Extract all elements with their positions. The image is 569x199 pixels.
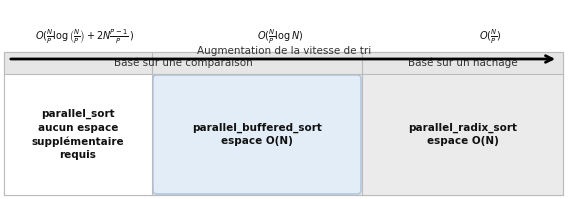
Text: $O(\frac{N}{P})$: $O(\frac{N}{P})$: [479, 28, 501, 46]
Text: $O(\frac{N}{P}\log N)$: $O(\frac{N}{P}\log N)$: [257, 28, 303, 46]
Text: Basé sur un hachage: Basé sur un hachage: [407, 58, 517, 68]
Text: Augmentation de la vitesse de tri: Augmentation de la vitesse de tri: [197, 46, 371, 56]
FancyBboxPatch shape: [153, 75, 361, 194]
Bar: [4, 52, 563, 195]
Text: parallel_radix_sort
espace O(N): parallel_radix_sort espace O(N): [408, 123, 517, 146]
Bar: [4, 74, 152, 195]
Bar: [4, 52, 563, 74]
Text: $O(\frac{N}{P}\log\left(\frac{N}{P}\right)+2N\frac{P-1}{P}\,)$: $O(\frac{N}{P}\log\left(\frac{N}{P}\righ…: [35, 28, 135, 46]
Text: parallel_buffered_sort
espace O(N): parallel_buffered_sort espace O(N): [192, 123, 322, 146]
Text: parallel_sort
aucun espace
supplémentaire
requis: parallel_sort aucun espace supplémentair…: [32, 109, 124, 160]
Bar: [362, 74, 563, 195]
Bar: [4, 52, 563, 195]
Text: Basé sur une comparaison: Basé sur une comparaison: [114, 58, 253, 68]
